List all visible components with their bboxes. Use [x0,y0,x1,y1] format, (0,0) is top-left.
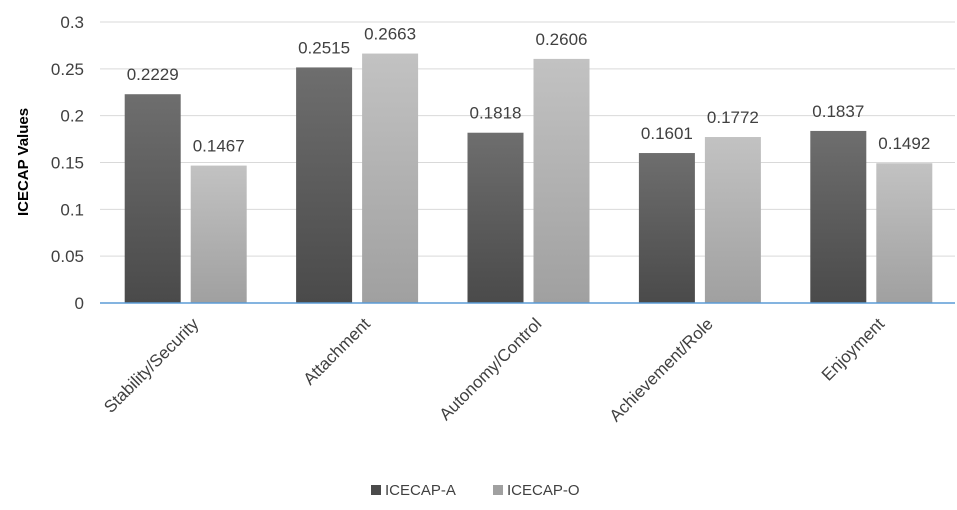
y-tick-label: 0.25 [51,60,84,79]
bar-icecap-o-stability-security [190,165,247,303]
y-axis-ticks: 0 0.05 0.1 0.15 0.2 0.25 0.3 [51,13,84,313]
bar-icecap-o-attachment [362,53,419,303]
bar-icecap-a-attachment [296,67,353,303]
category-label: Enjoyment [818,314,888,384]
y-tick-label: 0 [75,294,84,313]
bars [124,53,933,304]
data-label: 0.2663 [364,25,416,44]
data-label: 0.1601 [641,124,693,143]
legend-swatch-icecap-o [493,485,503,495]
bar-icecap-o-enjoyment [876,163,933,303]
legend-label-icecap-a: ICECAP-A [385,482,456,499]
data-labels: 0.2229 0.1467 0.2515 0.2663 0.1818 0.2606 0.16… [127,25,931,156]
bar-icecap-a-achievement-role [638,153,695,303]
data-label: 0.1772 [707,108,759,127]
bar-icecap-o-autonomy-control [533,58,590,304]
y-tick-label: 0.3 [60,13,84,32]
data-label: 0.1467 [193,137,245,156]
category-label: Attachment [300,314,374,388]
category-labels: Stability/Security Attachment Autonomy/Con… [100,314,888,425]
category-label: Achievement/Role [606,314,717,425]
legend: ICECAP-A ICECAP-O [371,482,580,499]
category-label: Autonomy/Control [436,314,546,424]
y-tick-label: 0.05 [51,247,84,266]
data-label: 0.2515 [298,38,350,57]
legend-swatch-icecap-a [371,485,381,495]
data-label: 0.1837 [812,102,864,121]
legend-label-icecap-o: ICECAP-O [507,482,580,499]
bar-icecap-a-stability-security [124,94,181,303]
data-label: 0.2229 [127,65,179,84]
bar-icecap-a-enjoyment [810,130,867,303]
data-label: 0.1492 [878,134,930,153]
y-axis-title: ICECAP Values [15,108,32,216]
bar-icecap-a-autonomy-control [467,132,524,303]
y-tick-label: 0.15 [51,154,84,173]
data-label: 0.2606 [536,30,588,49]
y-tick-label: 0.1 [60,200,84,219]
category-label: Stability/Security [100,314,203,417]
data-label: 0.1818 [470,104,522,123]
bar-icecap-o-achievement-role [704,137,761,303]
y-tick-label: 0.2 [60,107,84,126]
